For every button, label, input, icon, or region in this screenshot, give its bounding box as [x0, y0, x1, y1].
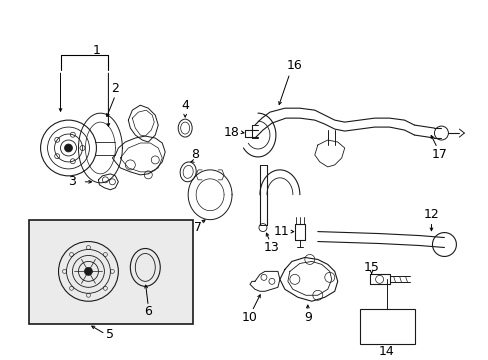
Text: 2: 2 — [111, 82, 119, 95]
Text: 5: 5 — [106, 328, 114, 341]
Text: 13: 13 — [264, 241, 279, 254]
Text: 10: 10 — [242, 311, 257, 324]
Text: 11: 11 — [273, 225, 289, 238]
Text: 16: 16 — [286, 59, 302, 72]
Text: 15: 15 — [363, 261, 379, 274]
FancyBboxPatch shape — [359, 309, 414, 344]
Text: 12: 12 — [423, 208, 438, 221]
FancyBboxPatch shape — [29, 220, 193, 324]
Circle shape — [84, 267, 92, 275]
Text: 8: 8 — [191, 148, 199, 161]
Text: 1: 1 — [92, 44, 100, 57]
Circle shape — [64, 144, 72, 152]
Text: 14: 14 — [378, 345, 394, 357]
Text: 9: 9 — [303, 311, 311, 324]
Text: 18: 18 — [224, 126, 240, 139]
Text: 3: 3 — [68, 175, 76, 188]
Text: 17: 17 — [430, 148, 447, 161]
Text: 6: 6 — [144, 305, 152, 318]
Text: 7: 7 — [194, 221, 202, 234]
Text: 4: 4 — [181, 99, 189, 112]
